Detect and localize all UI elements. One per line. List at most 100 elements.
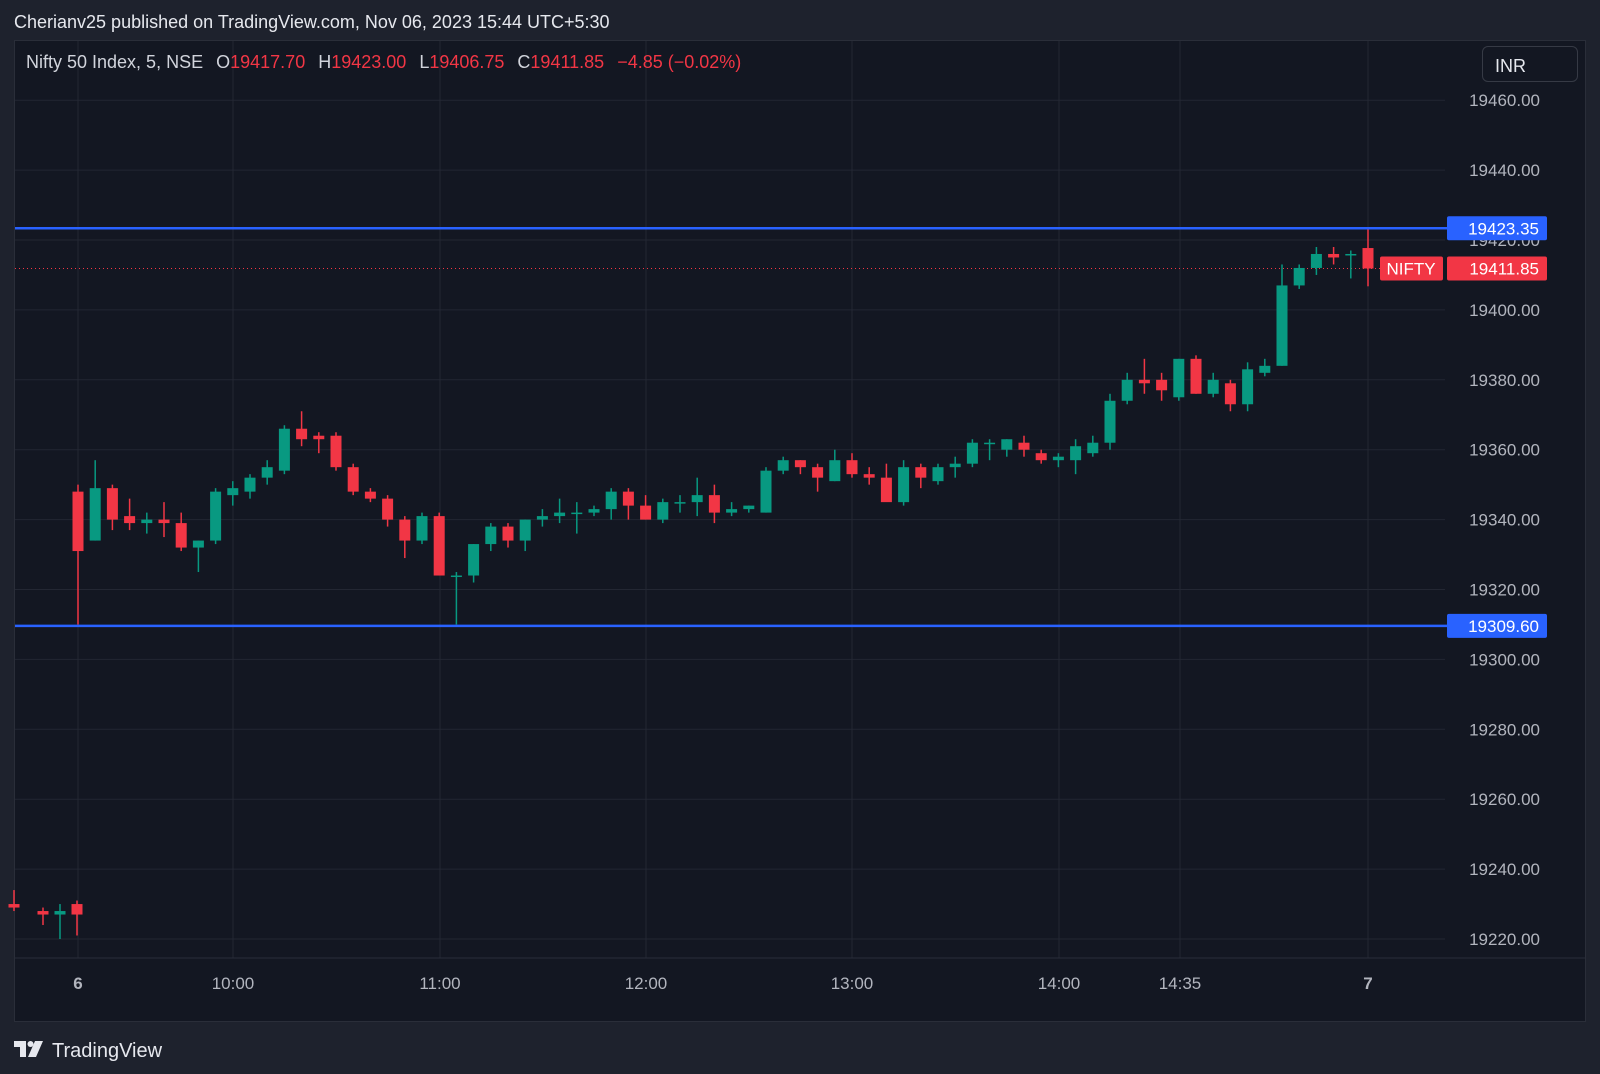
bullish-candle [932, 463, 944, 485]
candle-body [571, 512, 583, 515]
bearish-candle [1190, 355, 1202, 394]
candle-body [433, 516, 445, 576]
candle-body [880, 477, 892, 503]
bullish-candle [674, 495, 686, 513]
bullish-candle [760, 467, 772, 513]
currency-button[interactable]: INR [1482, 46, 1578, 82]
candle-body [588, 509, 600, 513]
bullish-candle [1259, 358, 1271, 377]
bearish-candle [399, 516, 411, 559]
close-label: C [517, 52, 531, 72]
symbol-name: Nifty 50 Index, 5, NSE [26, 52, 204, 72]
high-value: 19423.00 [331, 52, 407, 72]
candle-body [863, 474, 875, 478]
high-label: H [318, 52, 332, 72]
candle-body [622, 491, 634, 506]
bearish-candle [71, 900, 83, 936]
candle-body [984, 442, 996, 445]
candle-body [72, 491, 84, 552]
candle-body [812, 467, 824, 478]
candle-body [175, 523, 187, 548]
bullish-candle [691, 477, 703, 517]
y-tick-label: 19280.00 [1469, 720, 1540, 739]
bearish-candle [622, 488, 634, 520]
candle-body [1259, 365, 1271, 373]
bearish-candle [37, 907, 49, 926]
candle-body [898, 467, 910, 503]
y-tick-label: 19240.00 [1469, 860, 1540, 879]
candle-body [674, 502, 686, 504]
y-tick-label: 19320.00 [1469, 581, 1540, 600]
tradingview-brand[interactable]: TradingView [14, 1040, 162, 1063]
candle-body [37, 911, 49, 915]
bearish-candle [1224, 379, 1236, 412]
candle-body [244, 477, 256, 492]
candle-body [949, 463, 961, 468]
candle-body [1104, 400, 1116, 443]
candle-body [8, 904, 20, 908]
bullish-candle [984, 439, 996, 461]
bullish-candle [1207, 372, 1219, 398]
bearish-candle [1138, 358, 1150, 394]
candle-body [1018, 442, 1030, 450]
bullish-candle [1001, 439, 1013, 457]
bearish-candle [1362, 229, 1374, 287]
candle-body [1087, 442, 1099, 454]
candle-body [1001, 439, 1013, 450]
last-price-badge-label: 19411.85 [1469, 259, 1539, 278]
bearish-candle [846, 453, 858, 478]
candle-body [141, 519, 153, 524]
bullish-candle [726, 502, 738, 517]
y-tick-label: 19380.00 [1469, 371, 1540, 390]
candle-body [1070, 446, 1082, 461]
bullish-candle [657, 498, 669, 524]
candle-body [1156, 379, 1168, 391]
candle-body [1052, 456, 1064, 461]
candle-body [296, 428, 308, 440]
bullish-candle [192, 540, 204, 573]
candle-body [347, 467, 359, 492]
bearish-candle [1035, 449, 1047, 464]
bearish-candle [106, 484, 118, 531]
bullish-candle [468, 544, 480, 583]
bearish-candle [433, 512, 445, 576]
bearish-candle [640, 495, 652, 520]
low-value: 19406.75 [429, 52, 505, 72]
x-tick-label: 10:00 [212, 974, 255, 993]
chart-frame [14, 40, 1586, 1022]
y-tick-label: 19300.00 [1469, 650, 1540, 669]
candle-body [158, 519, 170, 524]
bullish-candle [1121, 372, 1133, 405]
candle-body [1190, 358, 1202, 394]
y-tick-label: 19400.00 [1469, 301, 1540, 320]
bullish-candle [1293, 264, 1305, 289]
bearish-candle [296, 411, 308, 447]
bullish-candle [244, 474, 256, 499]
candle-body [657, 502, 669, 520]
y-tick-label: 19340.00 [1469, 511, 1540, 530]
candle-body [364, 491, 376, 499]
x-tick-label: 12:00 [625, 974, 668, 993]
candle-body [416, 516, 428, 541]
level-badge-label: 19423.35 [1468, 219, 1539, 238]
candle-body [519, 519, 531, 541]
candle-body [794, 460, 806, 468]
bearish-candle [915, 463, 927, 489]
candle-body [227, 488, 239, 496]
change-value: −4.85 (−0.02%) [617, 52, 742, 72]
bullish-candle [227, 481, 239, 506]
bullish-candle [519, 519, 531, 552]
bullish-candle [261, 460, 273, 485]
candle-body [743, 505, 755, 510]
bullish-candle [571, 502, 583, 534]
candle-body [382, 498, 394, 520]
y-tick-label: 19460.00 [1469, 91, 1540, 110]
bearish-candle [313, 432, 325, 454]
y-tick-label: 19360.00 [1469, 441, 1540, 460]
bullish-candle [485, 523, 497, 552]
bearish-candle [708, 484, 720, 524]
candle-body [450, 575, 462, 578]
candle-body [210, 491, 222, 541]
bullish-candle [1173, 358, 1185, 401]
